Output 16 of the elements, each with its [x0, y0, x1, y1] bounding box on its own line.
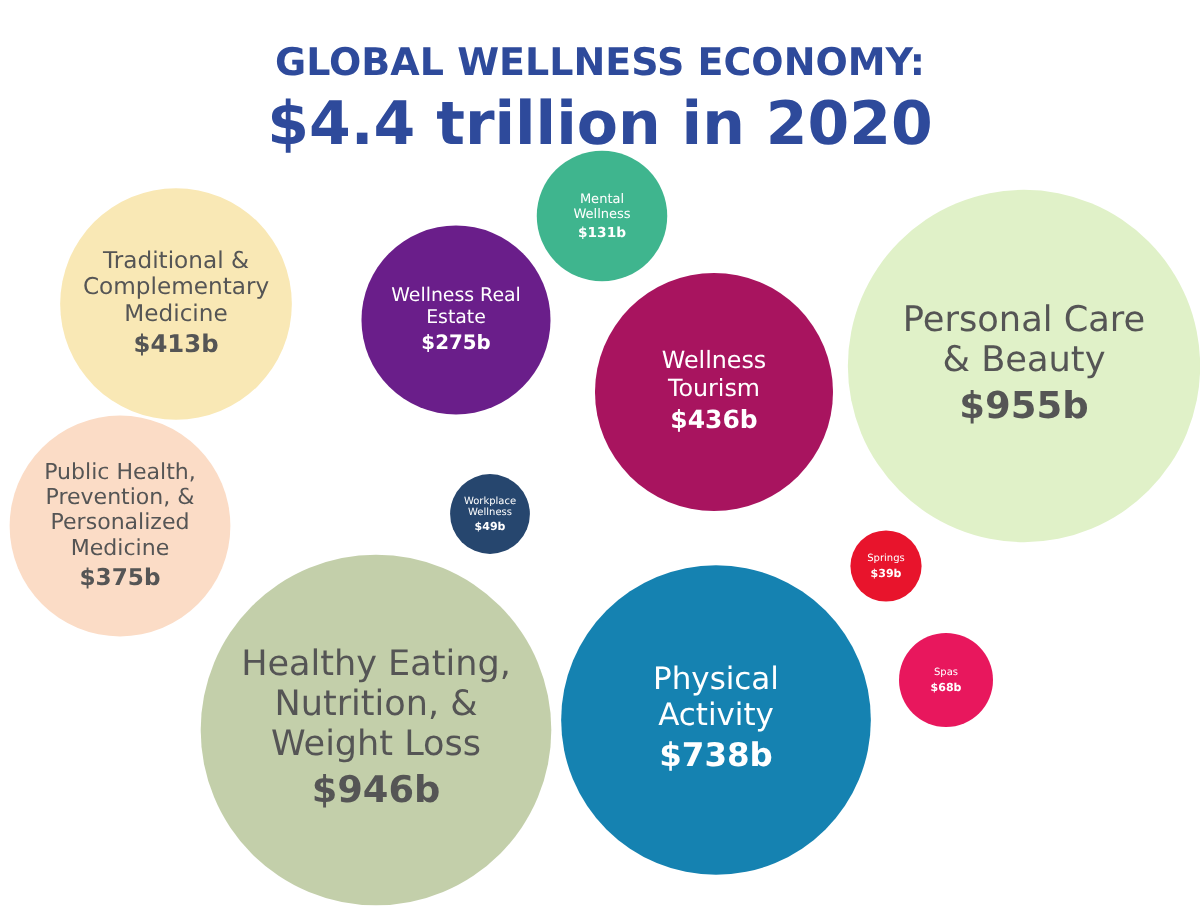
category-label: Healthy Eating, Nutrition, & Weight Loss	[241, 644, 511, 766]
category-label: Wellness Tourism	[661, 346, 767, 402]
data-label: $738b	[659, 736, 773, 775]
text: GLOBAL WELLNESS ECONOMY:	[275, 41, 925, 86]
data-label: $413b	[133, 330, 220, 359]
category-label: Physical Activity	[653, 661, 779, 733]
data-label: $955b	[959, 386, 1089, 429]
category-label: Public Health, Prevention, & Personalized Medicine	[44, 458, 196, 561]
data-label: $946b	[311, 770, 441, 813]
data-label: $436b	[670, 403, 758, 434]
text: $4.4 trillion in 2020	[267, 89, 933, 160]
category-label: Traditional & Complementary Medicine	[82, 245, 270, 327]
data-label: $375b	[79, 562, 161, 591]
category-label: Wellness Real Estate	[391, 285, 521, 329]
category-label: Personal Care & Beauty	[902, 300, 1146, 382]
data-label: $275b	[421, 332, 491, 355]
